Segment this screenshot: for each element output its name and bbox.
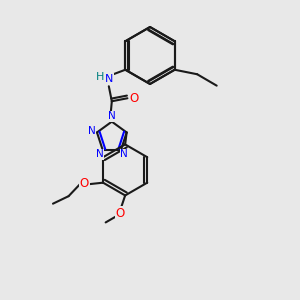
Text: H: H bbox=[96, 72, 105, 82]
Text: N: N bbox=[120, 149, 128, 159]
Text: N: N bbox=[88, 126, 96, 136]
Text: N: N bbox=[108, 111, 116, 121]
Text: O: O bbox=[130, 92, 139, 105]
Text: O: O bbox=[116, 207, 125, 220]
Text: N: N bbox=[96, 149, 103, 159]
Text: N: N bbox=[105, 74, 113, 84]
Text: O: O bbox=[80, 177, 89, 190]
